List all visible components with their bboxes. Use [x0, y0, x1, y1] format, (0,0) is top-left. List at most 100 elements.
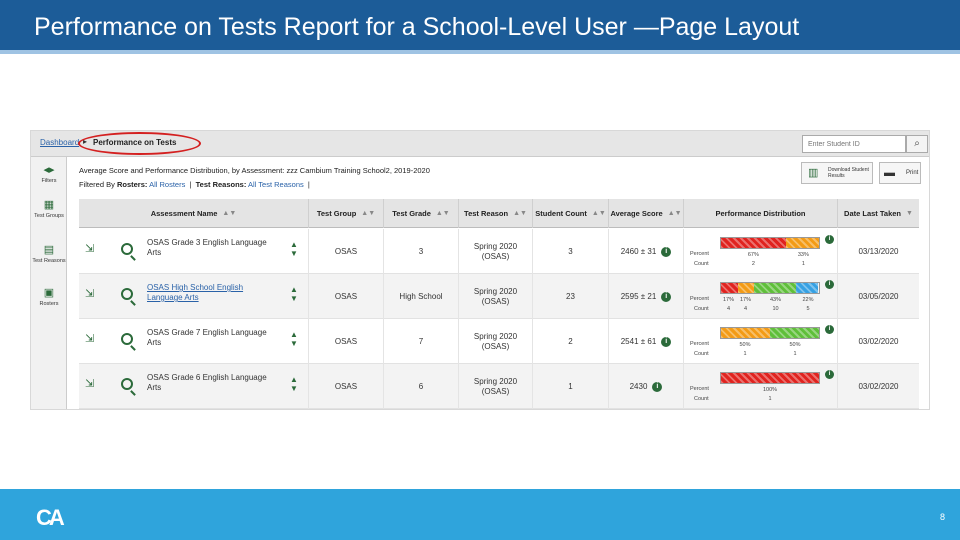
assessment-name[interactable]: OSAS Grade 3 English Language Arts	[147, 238, 267, 257]
cell-test-group: OSAS	[309, 274, 384, 319]
segment-percent: 33%	[797, 252, 809, 258]
filter-rosters-label: Rosters:	[116, 180, 148, 189]
reorder-icon[interactable]: ▲ ▼	[290, 330, 298, 348]
nav-label: Filters	[41, 178, 57, 184]
col-performance-distribution: Performance Distribution	[684, 199, 838, 228]
export-icon[interactable]: ⇲	[85, 288, 95, 300]
segment-count: 2	[751, 261, 755, 267]
magnify-icon[interactable]	[121, 288, 133, 300]
info-icon[interactable]: i	[652, 381, 663, 392]
distribution-segment	[770, 328, 819, 338]
nav-rosters[interactable]: ▣ Rosters	[31, 287, 67, 307]
nav-test-groups[interactable]: ▦ Test Groups	[31, 199, 67, 219]
sort-icon: ▲▼	[222, 209, 237, 217]
info-icon[interactable]: i	[661, 291, 672, 302]
cell-performance-distribution: Percent Count 67% 2 33% 1 i	[684, 229, 838, 274]
average-score: 2541 ± 61	[620, 336, 657, 346]
export-icon[interactable]: ⇲	[85, 243, 95, 255]
report-screenshot: Dashboard ▸ Performance on Tests ⌕ ◂▸ Fi…	[30, 130, 930, 410]
nav-filters[interactable]: ◂▸ Filters	[31, 164, 67, 184]
assessment-name[interactable]: OSAS Grade 6 English Language Arts	[147, 373, 267, 392]
slide-title: Performance on Tests Report for a School…	[34, 13, 800, 41]
info-icon[interactable]: i	[825, 370, 834, 379]
col-assessment-name[interactable]: Assessment Name ▲▼	[79, 199, 309, 228]
reorder-icon[interactable]: ▲ ▼	[290, 285, 298, 303]
sort-icon: ▲▼	[667, 209, 682, 217]
export-icon[interactable]: ⇲	[85, 333, 95, 345]
info-icon[interactable]: i	[825, 280, 834, 289]
cell-assessment: ⇲ OSAS Grade 6 English Language Arts ▲ ▼	[79, 364, 309, 409]
magnify-icon[interactable]	[121, 243, 133, 255]
export-icon[interactable]: ⇲	[85, 378, 95, 390]
student-id-search-input[interactable]	[802, 135, 906, 153]
col-test-reason[interactable]: Test Reason ▲▼	[459, 199, 533, 228]
percent-label: Percent	[690, 386, 709, 392]
filter-reasons-label: Test Reasons:	[195, 180, 247, 189]
table-header: Assessment Name ▲▼ Test Group ▲▼ Test Grad…	[79, 199, 919, 228]
info-icon[interactable]: i	[825, 235, 834, 244]
average-score: 2430	[629, 381, 648, 391]
magnify-icon[interactable]	[121, 333, 133, 345]
cell-assessment: ⇲ OSAS Grade 3 English Language Arts ▲ ▼	[79, 229, 309, 274]
cell-average-score: 2541 ± 61 i	[609, 319, 684, 364]
reorder-icon[interactable]: ▲ ▼	[290, 375, 298, 393]
column-label: Assessment Name	[150, 208, 218, 218]
cell-date-last-taken: 03/02/2020	[858, 336, 899, 346]
segment-percent: 17%	[722, 297, 734, 303]
breadcrumb-dashboard-link[interactable]: Dashboard	[40, 138, 80, 147]
slide-title-bar: Performance on Tests Report for a School…	[0, 0, 960, 50]
col-student-count[interactable]: Student Count ▲▼	[533, 199, 609, 228]
count-label: Count	[694, 306, 709, 312]
cell-date-last-taken: 03/05/2020	[858, 291, 899, 301]
segment-count: 10	[772, 306, 779, 312]
col-test-group[interactable]: Test Group ▲▼	[309, 199, 384, 228]
column-label: Average Score	[610, 208, 663, 218]
segment-count: 1	[793, 351, 797, 357]
col-average-score[interactable]: Average Score ▲▼	[609, 199, 684, 228]
cell-test-reason: Spring 2020 (OSAS)	[459, 364, 533, 409]
sort-icon: ▲▼	[513, 209, 527, 217]
filter-rosters-value[interactable]: All Rosters	[149, 180, 186, 189]
page-number: 8	[940, 512, 946, 522]
print-button[interactable]: ▬ Print	[879, 162, 921, 184]
segment-percent: 50%	[739, 342, 751, 348]
percent-label: Percent	[690, 341, 709, 347]
magnify-icon[interactable]	[121, 378, 133, 390]
info-icon[interactable]: i	[661, 246, 672, 257]
percent-label: Percent	[690, 251, 709, 257]
distribution-segment	[721, 373, 819, 383]
col-test-grade[interactable]: Test Grade ▲▼	[384, 199, 459, 228]
table-row: ⇲ OSAS Grade 6 English Language Arts ▲ ▼ OSA…	[79, 364, 919, 409]
cell-assessment: ⇲ OSAS Grade 7 English Language Arts ▲ ▼	[79, 319, 309, 364]
col-date-last-taken[interactable]: Date Last Taken ▼	[838, 199, 919, 228]
company-logo: CA	[36, 505, 65, 530]
search-button[interactable]: ⌕	[906, 135, 928, 153]
column-label: Test Group	[316, 208, 357, 218]
average-score: 2460 ± 31	[620, 246, 657, 256]
count-label: Count	[694, 261, 709, 267]
assessment-name[interactable]: OSAS High School English Language Arts	[147, 283, 244, 302]
column-label: Test Reason	[464, 208, 509, 218]
table-row: ⇲ OSAS Grade 3 English Language Arts ▲ ▼ OSA…	[79, 229, 919, 274]
cell-assessment: ⇲ OSAS High School English Language Arts ▲…	[79, 274, 309, 319]
table-row: ⇲ OSAS Grade 7 English Language Arts ▲ ▼ OSA…	[79, 319, 919, 364]
info-icon[interactable]: i	[661, 336, 672, 347]
info-icon[interactable]: i	[825, 325, 834, 334]
cell-test-group: OSAS	[309, 364, 384, 409]
segment-count: 5	[806, 306, 810, 312]
cell-student-count: 3	[533, 229, 609, 274]
distribution-segment	[796, 283, 818, 293]
reorder-icon[interactable]: ▲ ▼	[290, 240, 298, 258]
table-row: ⇲ OSAS High School English Language Arts ▲…	[79, 274, 919, 319]
cell-performance-distribution: Percent Count 50% 1 50% 1 i	[684, 319, 838, 364]
download-student-results-button[interactable]: ▥ Download Student Results	[801, 162, 873, 184]
nav-test-reasons[interactable]: ▤ Test Reasons	[31, 244, 67, 264]
assessment-name[interactable]: OSAS Grade 7 English Language Arts	[147, 328, 267, 347]
average-score: 2595 ± 21	[620, 291, 657, 301]
cell-performance-distribution: Percent Count 17% 4 17% 4 43% 10 22% 5 i	[684, 274, 838, 319]
test-groups-icon: ▦	[43, 199, 55, 211]
filter-reasons-value[interactable]: All Test Reasons	[248, 180, 304, 189]
report-heading: Average Score and Performance Distributi…	[79, 166, 430, 175]
cell-date-last-taken: 03/02/2020	[858, 381, 899, 391]
nav-label: Rosters	[39, 301, 59, 307]
